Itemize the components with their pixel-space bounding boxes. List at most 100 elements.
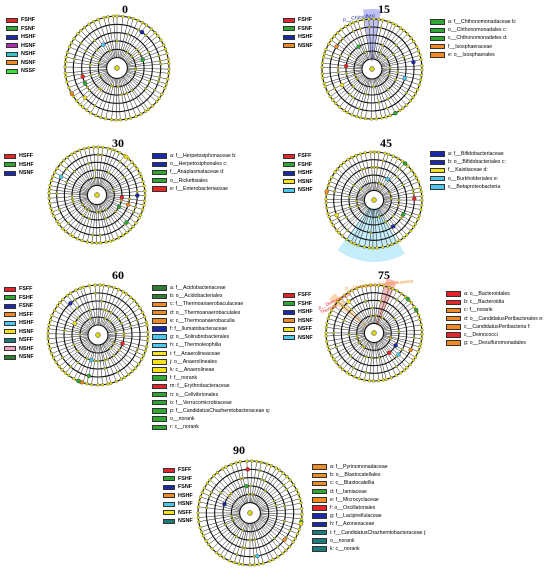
leaf-node xyxy=(420,194,424,198)
branch xyxy=(48,335,89,339)
root-node xyxy=(371,197,377,203)
branch xyxy=(113,16,117,58)
leaf-node xyxy=(96,17,100,22)
inner-node xyxy=(381,183,385,187)
inner-node xyxy=(389,336,392,340)
inner-node xyxy=(125,315,128,318)
leaf-node xyxy=(47,191,51,195)
leaf-node xyxy=(49,206,53,210)
branch xyxy=(98,285,104,326)
legend-swatch xyxy=(163,484,175,490)
clade-item: f: o__Oscillatoriales xyxy=(312,504,427,512)
branch xyxy=(345,26,367,61)
leaf-node xyxy=(58,162,63,166)
leaf-node xyxy=(391,287,395,291)
legend-45: FSFF FSHF HSHF HSNF NSHF xyxy=(283,152,313,195)
branch xyxy=(48,328,89,334)
clade-item: e: f__Enterobacteriaceae xyxy=(152,185,237,193)
leaf-node xyxy=(419,57,423,62)
leaf-node xyxy=(332,34,336,38)
inner-node xyxy=(276,545,279,549)
branch xyxy=(77,203,94,239)
branch xyxy=(375,342,384,381)
branch xyxy=(103,293,127,327)
clade-item: a: f__Pyrinomonadaceae xyxy=(312,463,427,471)
branch xyxy=(355,155,371,192)
ring xyxy=(106,57,128,79)
clade-item: b: c__Bacteroidia xyxy=(446,298,544,306)
leaf-node xyxy=(322,81,326,85)
leaf-node xyxy=(418,317,422,321)
leaf-node xyxy=(328,94,332,99)
inner-node xyxy=(120,93,124,96)
leaf-node xyxy=(325,206,329,210)
legend-item: HSHF xyxy=(163,492,193,501)
legend-swatch xyxy=(283,34,295,40)
leaf-node xyxy=(109,381,113,385)
leaf-node xyxy=(104,240,108,244)
inner-node xyxy=(253,538,256,541)
branch xyxy=(201,516,241,533)
biomarker-node xyxy=(58,174,64,179)
legend-30: HSFF HSHF NSNF xyxy=(4,152,34,178)
clade-item: a: f__Bifidobacteriaceae xyxy=(430,150,506,158)
inner-node xyxy=(379,51,382,55)
biomarker-node xyxy=(82,95,88,100)
leaf-node xyxy=(145,323,149,327)
leaf-node xyxy=(245,459,249,463)
branch xyxy=(122,76,146,112)
leaf-node xyxy=(65,50,69,55)
cladogram-body xyxy=(63,14,171,122)
leaf-node xyxy=(124,292,128,296)
branch xyxy=(259,489,297,509)
inner-node xyxy=(358,27,362,31)
branch xyxy=(125,73,160,99)
leaf-node xyxy=(418,53,422,57)
leaf-node xyxy=(163,86,167,90)
panel-title: 90 xyxy=(233,443,245,457)
clade-item: c: f__Thermoanaerobaculaceae xyxy=(152,300,270,308)
branch xyxy=(377,208,393,245)
inner-node xyxy=(108,320,112,323)
leaf-node xyxy=(375,246,379,250)
leaf-node xyxy=(130,369,135,373)
inner-node xyxy=(57,207,61,211)
leaf-node xyxy=(411,95,415,99)
legend-item: FSHF xyxy=(283,161,313,170)
biomarker-node xyxy=(411,60,416,65)
leaf-node xyxy=(336,300,340,304)
branch xyxy=(127,67,169,70)
biomarker-node xyxy=(135,193,140,198)
branch xyxy=(379,161,403,193)
clade-item: b: o__Blastocatellales xyxy=(312,471,427,479)
legend-swatch xyxy=(4,337,16,343)
clade-list-90: a: f__Pyrinomonadaceae b: o__Blastocatel… xyxy=(312,463,427,553)
branch xyxy=(84,148,95,186)
inner-node xyxy=(379,299,383,303)
inner-node xyxy=(116,85,120,89)
branch xyxy=(252,462,262,503)
inner-node xyxy=(230,514,233,518)
branch xyxy=(107,335,148,341)
inner-node xyxy=(352,29,355,33)
branch xyxy=(381,50,419,66)
branch xyxy=(374,342,379,381)
branch xyxy=(229,522,247,561)
leaf-node xyxy=(142,203,146,207)
inner-node xyxy=(104,208,108,211)
inner-node xyxy=(93,359,96,363)
cladogram-body xyxy=(320,9,424,121)
branch xyxy=(360,153,372,191)
clade-item: m: f__Erythrobacteraceae xyxy=(152,382,270,390)
leaf-node xyxy=(106,15,110,19)
branch xyxy=(105,300,135,329)
inner-node xyxy=(122,334,126,338)
panel-title: 0 xyxy=(122,2,128,16)
inner-node xyxy=(126,51,129,54)
leaf-node xyxy=(387,285,391,290)
leaf-node xyxy=(326,183,330,188)
branch xyxy=(127,69,168,80)
inner-node xyxy=(351,85,355,89)
branch xyxy=(198,506,240,513)
inner-node xyxy=(396,70,400,74)
